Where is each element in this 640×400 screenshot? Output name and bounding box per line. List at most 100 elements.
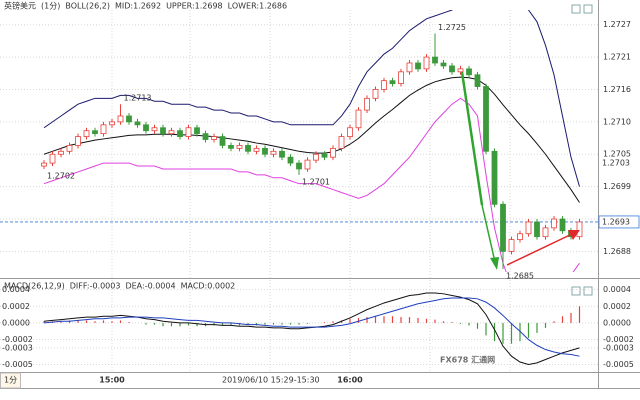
y-tick-label: -0.0003 (2, 343, 33, 352)
boll-band (43, 76, 580, 203)
candle-body (457, 68, 464, 73)
settings-button[interactable] (583, 4, 593, 14)
extreme-label: 1.2685 (506, 272, 534, 281)
candle-body (491, 150, 498, 205)
header-text: UPPER:1.2698 (166, 2, 223, 11)
macd-panel (43, 292, 581, 366)
candle-body (449, 65, 455, 73)
candle-body (185, 127, 192, 137)
candle-body (287, 156, 294, 164)
header-text: LOWER:1.2686 (228, 2, 287, 11)
extreme-label: 1.2713 (124, 94, 152, 103)
candle-body (253, 147, 260, 152)
vertical-grid (189, 10, 511, 372)
header-text: BOLL(26,2) (65, 2, 110, 11)
candle-body (483, 86, 489, 152)
toolbar (571, 4, 593, 296)
x-tick-label: 16:00 (337, 376, 363, 385)
candle-body (432, 56, 438, 64)
drawn-arrows (460, 71, 580, 270)
candle-body (100, 124, 107, 135)
candle-body (576, 221, 583, 238)
settings-button[interactable] (583, 286, 593, 296)
candle-body (389, 80, 396, 84)
candle-body (423, 56, 430, 70)
candle-body (228, 145, 234, 149)
candle-body (219, 136, 226, 146)
cursor-time: 2019/06/10 15:29-15:30 (222, 376, 320, 385)
green-trend-line (460, 71, 484, 206)
candle-body (500, 203, 506, 252)
zoom-button[interactable] (571, 4, 581, 14)
candle-body (508, 239, 515, 252)
candle-body (338, 136, 345, 149)
y-tick-label: -0.0003 (603, 343, 634, 352)
candle-body (83, 130, 90, 137)
candle-body (160, 127, 166, 135)
y-tick-label: 1.2710 (603, 117, 631, 126)
candle-body (406, 62, 413, 73)
y-tick-label: 0.0004 (2, 285, 30, 294)
y-tick-label: 1.2721 (603, 53, 631, 62)
boll-band (43, 97, 580, 272)
grid (0, 10, 598, 372)
green-arrow-head (490, 257, 499, 270)
labels: 英镑美元 (1分) BOLL(26,2) MID:1.2692 UPPER:1.2698… (2, 1, 640, 385)
y-tick-label: 1.2716 (603, 85, 631, 94)
header-text: DEA:-0.0004 (125, 282, 175, 291)
candle-body (321, 153, 328, 158)
candle-body (474, 74, 481, 87)
header-text: (1分) (41, 2, 60, 11)
y-tick-label: 0.0000 (603, 318, 631, 327)
candle-body (517, 233, 523, 241)
watermark: FX678 汇通网 (440, 355, 495, 365)
candle-body (211, 136, 217, 140)
candle-body (245, 145, 251, 152)
y-tick-label: 1.2705 (603, 150, 631, 159)
y-tick-label: -0.0005 (2, 360, 33, 369)
zoom-button[interactable] (571, 286, 581, 296)
y-tick-label: -0.0002 (2, 335, 33, 344)
candle-body (525, 221, 532, 235)
candle-body (415, 62, 421, 70)
candle-body (168, 130, 175, 135)
candle-body (304, 159, 311, 170)
period-box[interactable] (0, 372, 21, 389)
y-tick-label: 1.2688 (603, 247, 631, 256)
price-panel (0, 10, 598, 272)
extreme-label: 1.2701 (302, 177, 330, 186)
last-price-tag (598, 215, 640, 229)
green-trend-line (481, 204, 496, 263)
candle-body (75, 136, 81, 146)
candle-body (177, 130, 183, 137)
candle-body (262, 147, 268, 155)
candle-body (151, 127, 158, 132)
candle-body (296, 162, 302, 170)
x-tick-label: 15:00 (99, 376, 125, 385)
candle-body (58, 150, 64, 155)
candle-body (134, 121, 141, 126)
candle-body (117, 115, 124, 123)
candle-body (236, 145, 243, 149)
candle-body (270, 150, 277, 155)
candle-body (49, 153, 56, 164)
boll-band (43, 10, 580, 187)
candle-body (440, 62, 447, 67)
red-trend-line (506, 233, 573, 266)
candle-body (372, 89, 379, 99)
y-tick-label: 0.0004 (603, 285, 631, 294)
candle-body (66, 145, 73, 152)
header-text: MACD(26,12,9) (4, 282, 65, 291)
macd-line (43, 297, 580, 357)
candle-body (355, 109, 362, 129)
candle-body (41, 162, 47, 167)
candle-body (194, 127, 200, 135)
y-tick-label: -0.0005 (603, 360, 634, 369)
y-tick-label: 1.2727 (603, 20, 631, 29)
y-tick-label: 0.0002 (2, 302, 30, 311)
candle-body (347, 127, 353, 137)
candle-body (313, 153, 319, 161)
candle-body (466, 68, 472, 76)
